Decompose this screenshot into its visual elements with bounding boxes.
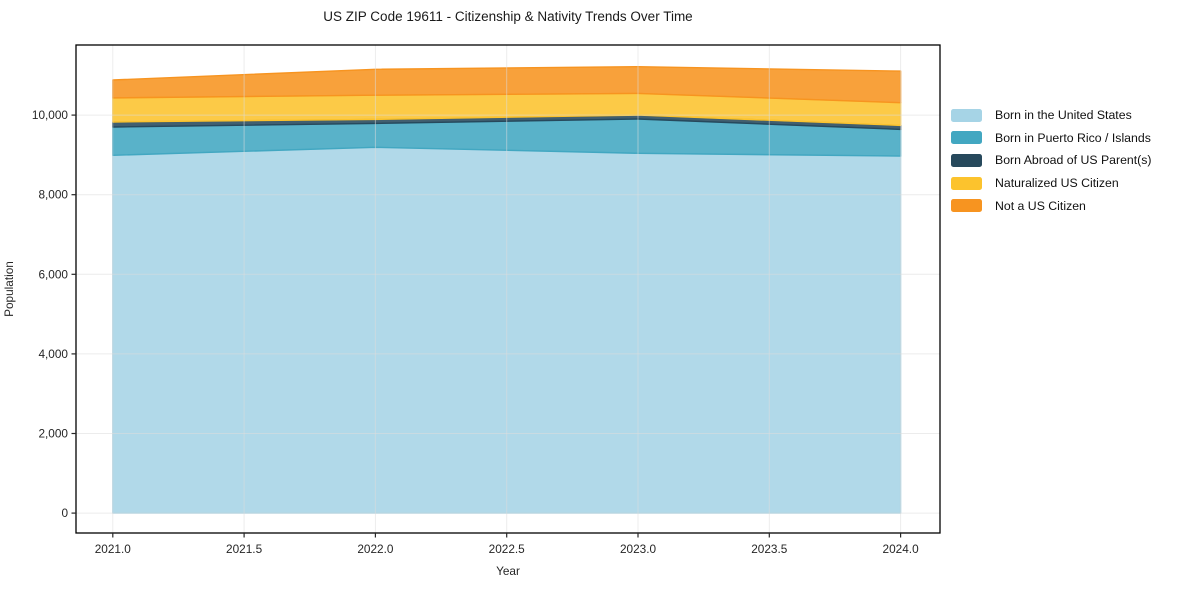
- x-tick-label: 2021.5: [226, 542, 263, 556]
- legend-label: Not a US Citizen: [995, 198, 1086, 213]
- x-tick-label: 2024.0: [883, 542, 920, 556]
- y-tick-label: 2,000: [38, 427, 68, 441]
- legend: Born in the United States Born in Puerto …: [951, 104, 1152, 217]
- x-tick-label: 2022.5: [489, 542, 526, 556]
- legend-label: Naturalized US Citizen: [995, 176, 1119, 191]
- legend-label: Born in Puerto Rico / Islands: [995, 130, 1151, 145]
- legend-swatch-icon: [951, 108, 982, 122]
- legend-swatch-icon: [951, 153, 982, 167]
- legend-swatch-icon: [951, 131, 982, 145]
- legend-swatch-icon: [951, 199, 982, 213]
- legend-item-0: Born in the United States: [951, 104, 1152, 127]
- plot-border: [75, 44, 941, 534]
- x-tick-label: 2021.0: [95, 542, 132, 556]
- x-tick-label: 2023.5: [751, 542, 788, 556]
- legend-item-1: Born in Puerto Rico / Islands: [951, 127, 1152, 150]
- legend-item-4: Not a US Citizen: [951, 194, 1152, 217]
- x-axis-label: Year: [496, 564, 520, 578]
- legend-label: Born Abroad of US Parent(s): [995, 153, 1152, 168]
- y-axis-label: Population: [2, 261, 16, 317]
- legend-item-3: Naturalized US Citizen: [951, 172, 1152, 195]
- y-tick-label: 4,000: [38, 347, 68, 361]
- legend-label: Born in the United States: [995, 108, 1132, 123]
- y-tick-label: 10,000: [32, 108, 69, 122]
- x-tick-label: 2022.0: [357, 542, 394, 556]
- y-tick-label: 6,000: [38, 267, 68, 281]
- legend-item-2: Born Abroad of US Parent(s): [951, 149, 1152, 172]
- y-tick-label: 0: [61, 506, 68, 520]
- y-tick-label: 8,000: [38, 188, 68, 202]
- chart-title: US ZIP Code 19611 - Citizenship & Nativi…: [323, 9, 693, 24]
- x-tick-label: 2023.0: [620, 542, 657, 556]
- legend-swatch-icon: [951, 176, 982, 190]
